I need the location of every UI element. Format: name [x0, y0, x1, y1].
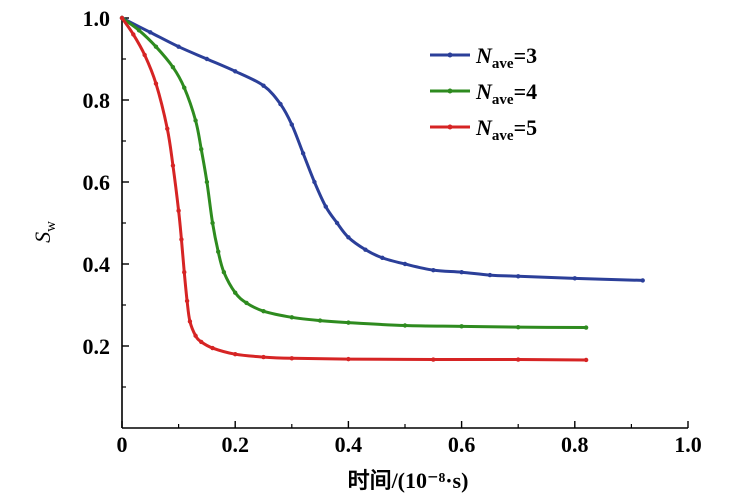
data-point: [312, 179, 317, 185]
x-tick-label: 0.2: [221, 432, 249, 457]
data-point: [244, 300, 249, 306]
data-point: [261, 308, 266, 314]
data-point: [176, 44, 181, 49]
data-point: [142, 52, 147, 58]
data-point: [261, 83, 266, 88]
x-tick-label: 0: [117, 432, 128, 457]
data-point: [346, 356, 351, 362]
axes: 0 0.2 0.4 0.6 0.8 1.0 0.2 0.4 0.6 0.8 1.0: [83, 6, 702, 457]
data-point: [131, 32, 136, 37]
data-point: [289, 122, 294, 127]
data-point: [516, 357, 521, 362]
legend-marker: [447, 88, 453, 94]
data-point: [136, 28, 142, 33]
series-layer: [119, 15, 645, 363]
data-point: [402, 323, 408, 328]
data-point: [380, 255, 385, 261]
y-tick-label: 0.6: [83, 170, 111, 195]
y-tick-label: 0.8: [83, 88, 111, 113]
data-point: [233, 290, 238, 295]
data-point: [170, 65, 176, 70]
legend-label-1: Nave=3: [475, 43, 537, 72]
data-point: [176, 208, 181, 213]
data-point: [233, 69, 238, 74]
data-point: [119, 15, 125, 21]
data-point: [193, 118, 198, 123]
data-point: [516, 274, 521, 279]
data-point: [187, 319, 193, 324]
data-point: [216, 249, 221, 254]
data-point: [153, 44, 159, 49]
data-point: [487, 272, 493, 278]
data-point: [199, 147, 204, 152]
data-point: [363, 247, 368, 252]
x-tick-label: 0.8: [561, 432, 589, 457]
data-point: [153, 81, 159, 86]
legend: Nave=3 Nave=4 Nave=5: [430, 43, 537, 144]
data-point: [204, 179, 210, 185]
data-point: [182, 270, 187, 275]
legend-marker: [447, 124, 453, 130]
x-tick-label: 0.4: [335, 432, 363, 457]
data-point: [184, 298, 190, 304]
data-point: [204, 56, 210, 62]
data-point: [516, 324, 521, 330]
data-point: [459, 270, 464, 275]
data-point: [289, 356, 294, 361]
data-point: [193, 333, 198, 338]
data-point: [221, 270, 227, 275]
data-point: [334, 220, 340, 226]
data-point: [289, 315, 294, 320]
data-point: [583, 325, 589, 330]
data-point: [431, 357, 436, 362]
data-point: [148, 30, 153, 35]
data-point: [261, 354, 266, 360]
data-point: [323, 204, 328, 209]
series-line-1: [120, 16, 645, 282]
x-tick-label: 0.6: [448, 432, 476, 457]
legend-marker: [447, 52, 453, 58]
data-point: [278, 101, 283, 107]
data-point: [346, 235, 351, 240]
series-line-3: [120, 16, 588, 362]
y-tick-label: 1.0: [83, 6, 111, 31]
legend-label-3: Nave=5: [475, 115, 537, 144]
x-tick-label: 1.0: [674, 432, 702, 457]
y-tick-label: 0.4: [83, 252, 111, 277]
data-point: [459, 324, 464, 329]
data-point: [179, 237, 184, 242]
data-point: [182, 85, 187, 90]
data-point: [170, 163, 176, 168]
data-point: [431, 267, 436, 273]
data-point: [317, 318, 323, 323]
data-point: [402, 261, 408, 267]
data-point: [346, 320, 351, 325]
data-point: [583, 357, 589, 363]
y-axis-title: Sw: [30, 221, 59, 243]
legend-label-2: Nave=4: [475, 79, 537, 108]
data-point: [572, 276, 577, 281]
x-axis-title: 时间/(10⁻⁸·s): [348, 468, 469, 493]
data-point: [210, 220, 215, 226]
data-point: [165, 126, 170, 131]
data-point: [199, 339, 204, 345]
data-point: [210, 345, 215, 351]
data-point: [300, 151, 306, 156]
data-point: [233, 352, 238, 357]
y-tick-label: 0.2: [83, 334, 111, 359]
data-point: [640, 278, 645, 283]
